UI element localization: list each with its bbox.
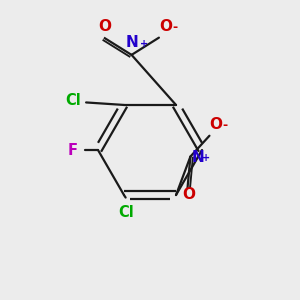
Text: F: F bbox=[68, 142, 78, 158]
Text: +: + bbox=[140, 39, 148, 49]
Text: O: O bbox=[159, 19, 172, 34]
Text: N: N bbox=[125, 35, 138, 50]
Text: +: + bbox=[202, 153, 210, 163]
Text: O: O bbox=[209, 117, 222, 132]
Text: Cl: Cl bbox=[65, 93, 81, 108]
Text: O: O bbox=[183, 187, 196, 202]
Text: Cl: Cl bbox=[118, 205, 134, 220]
Text: -: - bbox=[223, 119, 228, 132]
Text: O: O bbox=[98, 19, 111, 34]
Text: N: N bbox=[192, 150, 204, 165]
Text: -: - bbox=[172, 21, 178, 34]
